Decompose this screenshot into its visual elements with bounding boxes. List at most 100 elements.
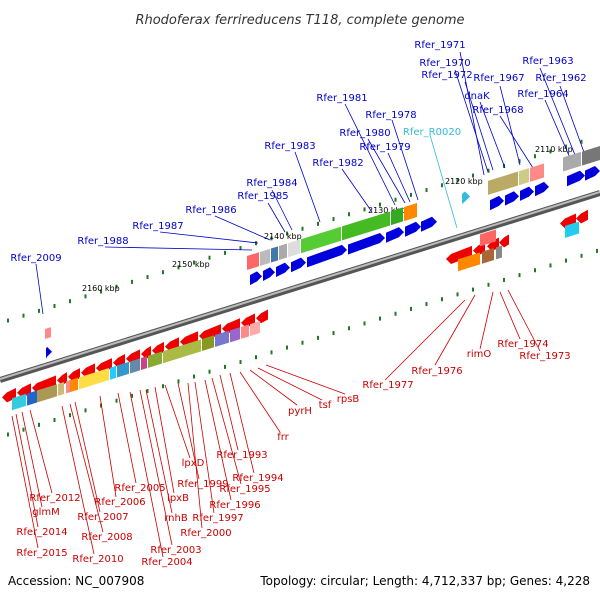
leader-line [479,291,494,350]
forward-gene-label: Rfer_1970 [419,58,470,69]
forward-gene-label: Rfer_1986 [185,205,236,216]
feature-track-block [288,239,300,258]
leader-line [271,189,293,231]
reverse-gene-label: rnhB [164,513,188,524]
forward-gene-arrow [263,267,275,282]
leader-line [229,372,255,474]
forward-gene-label: Rfer_1971 [414,40,465,51]
forward-gene-arrow [421,216,437,232]
feature-track-block [215,330,229,347]
leader-line [544,99,571,159]
feature-track-block [563,151,581,172]
forward-gene-arrow [490,195,504,211]
leader-line [211,377,242,485]
feature-track-block [260,248,270,266]
feature-track-block [342,211,390,241]
forward-gene-arrow [386,227,404,243]
leader-line [29,409,53,494]
forward-gene-label: Rfer_1967 [473,73,524,84]
genome-backbone [0,190,600,383]
reverse-gene-arrow [576,209,588,224]
leader-line [384,299,466,381]
forward-gene-label: Rfer_1983 [264,141,315,152]
accession-text: Accession: NC_007908 [8,574,145,588]
reverse-gene-label: Rfer_1997 [192,513,243,524]
forward-gene-label: Rfer_2009 [10,253,61,264]
leader-line [479,101,506,169]
scale-label: 2130 kbp [368,206,406,215]
reverse-gene-label: lpxD [182,458,205,469]
leader-line [344,103,396,206]
feature-track-block [496,245,502,260]
forward-gene-label: dnaK [464,91,490,102]
leader-line [194,381,215,514]
forward-gene-label: Rfer_1962 [535,73,586,84]
forward-gene-arrow [585,166,600,181]
reverse-gene-label: Rfer_1996 [209,500,260,511]
reverse-gene-label: Rfer_1973 [519,351,570,362]
feature-track-block [117,361,129,378]
leader-line [265,364,346,395]
leader-line [21,411,43,508]
scale-label: 2140 kbp [264,232,302,241]
leader-line [74,401,101,513]
feature-track-block [404,203,417,222]
leader-line [499,85,521,166]
leader-line [61,405,95,555]
reverse-gene-arrow [199,324,221,341]
leader-line [499,291,521,340]
reverse-gene-label: frr [277,432,289,443]
leader-line [367,138,406,204]
feature-track-block [45,327,51,339]
forward-gene-label: Rfer_1982 [312,158,363,169]
forward-gene-arrow [307,244,347,268]
reverse-gene-label: Rfer_1977 [362,380,413,391]
reverse-gene-label: Rfer_2004 [141,557,192,568]
feature-track-block [141,356,147,371]
leader-line [145,389,173,514]
leader-line [139,389,173,546]
forward-gene-label: Rfer_1981 [316,93,367,104]
reverse-gene-label: Rfer_2014 [16,527,67,538]
feature-track-block [391,207,403,226]
feature-track-block [301,226,341,254]
forward-gene-label: Rfer_1972 [421,70,472,81]
forward-gene-label: Rfer_1968 [472,105,523,116]
forward-gene-label: Rfer_1987 [132,221,183,232]
feature-track-block [241,324,249,339]
leader-line [69,403,104,533]
reverse-gene-label: Rfer_2008 [81,532,132,543]
feature-track-block [163,339,201,364]
leader-line [15,413,39,528]
feature-track-block [37,384,57,403]
feature-track-block [530,163,544,182]
reverse-gene-label: Rfer_2005 [114,483,165,494]
leader-line [104,246,253,251]
leader-line [159,231,259,244]
scale-label: 2150 kbp [172,260,210,269]
reverse-gene-label: pyrH [288,406,312,417]
feature-track-block [519,168,529,186]
leader-line [154,386,175,494]
reverse-gene-label: Rfer_1994 [232,473,283,484]
leader-line [387,152,411,203]
genome-summary-text: Topology: circular; Length: 4,712,337 bp… [260,574,590,588]
leader-line [249,369,298,406]
forward-gene-arrow [505,191,519,206]
feature-track-block [482,248,494,264]
scale-labels: 2110 kbp 2120 kbp 2130 kbp 2140 kbp 2150 kbp… [82,145,573,293]
reverse-gene-label: lpxB [167,493,189,504]
reverse-gene-label: Rfer_1999 [177,479,228,490]
leader-line [459,51,485,176]
reverse-gene-arrow [499,234,509,248]
leader-line [464,81,494,171]
reverse-gene-label: glmM [32,507,60,518]
gene-features [2,146,600,411]
forward-gene-arrow [567,170,585,187]
feature-track-block [202,335,214,352]
reverse-gene-label: Rfer_1974 [497,339,548,350]
feature-track-block [458,252,480,272]
scale-label: 2120 kbp [445,177,483,186]
rna-gene-label: Rfer_R0020 [403,127,461,138]
feature-track-block [12,393,26,411]
